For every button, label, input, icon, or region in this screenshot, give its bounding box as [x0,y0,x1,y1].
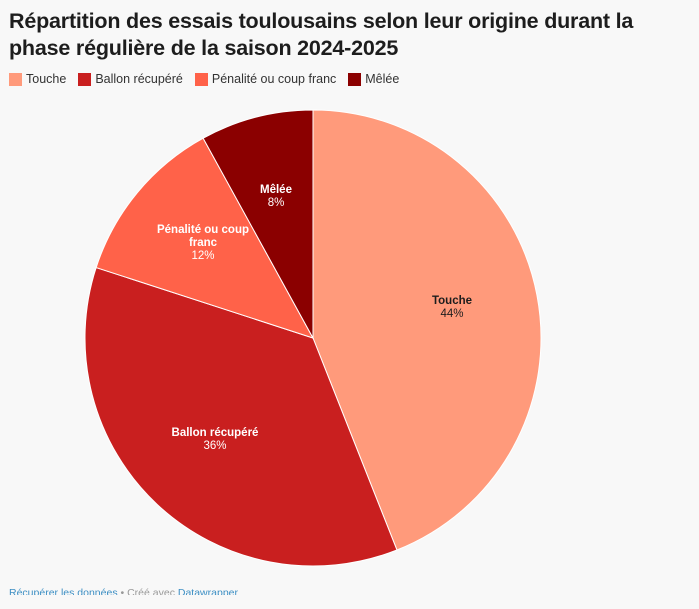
legend-swatch-melee [348,72,362,86]
legend-label-penalite: Pénalité ou coup franc [211,72,337,86]
legend-item-ballon-recupere: Ballon récupéré [78,72,183,86]
legend-swatch-penalite [194,72,208,86]
pie-slice-ballon-recupere[interactable] [84,266,398,567]
slice-label-value-penalite: 12% [191,250,214,262]
legend-item-touche: Touche [9,72,66,86]
get-data-link[interactable]: Récupérer les données [9,587,118,595]
slice-label-name-melee: Mêlée [260,184,292,196]
pie-slice-touche[interactable] [312,109,542,551]
slice-label-name-penalite: franc [189,237,218,249]
slice-label-value-melee: 8% [268,197,285,209]
footer: Récupérer les données • Créé avec Datawr… [9,586,238,595]
slice-label-penalite: Pénalité ou coup franc 12% [157,224,249,262]
slice-label-name-touche: Touche [432,295,472,307]
pie-slice-melee[interactable] [202,109,314,339]
slice-label-name-ballon-recupere: Ballon récupéré [172,427,259,439]
pie-slice-penalite[interactable] [95,137,315,339]
slice-label-ballon-recupere: Ballon récupéré 36% [172,427,259,452]
slice-label-melee: Mêlée 8% [260,184,292,209]
legend-label-melee: Mêlée [365,72,400,86]
chart-title: Répartition des essais toulousains selon… [9,9,634,60]
legend-label-ballon-recupere: Ballon récupéré [95,72,183,86]
slice-label-touche: Touche 44% [432,295,472,320]
slice-label-name-penalite: Pénalité ou coup [157,224,249,236]
legend: Touche Ballon récupéré Pénalité ou coup … [9,72,411,86]
legend-swatch-touche [9,72,22,86]
legend-item-melee: Mêlée [348,72,399,86]
legend-swatch-ballon-recupere [78,72,92,86]
slice-label-value-ballon-recupere: 36% [203,440,226,452]
slice-label-value-touche: 44% [440,308,463,320]
footer-separator: • Créé avec [117,587,178,595]
datawrapper-link[interactable]: Datawrapper [177,587,238,595]
legend-label-touche: Touche [26,72,67,86]
legend-item-penalite: Pénalité ou coup franc [194,72,337,86]
